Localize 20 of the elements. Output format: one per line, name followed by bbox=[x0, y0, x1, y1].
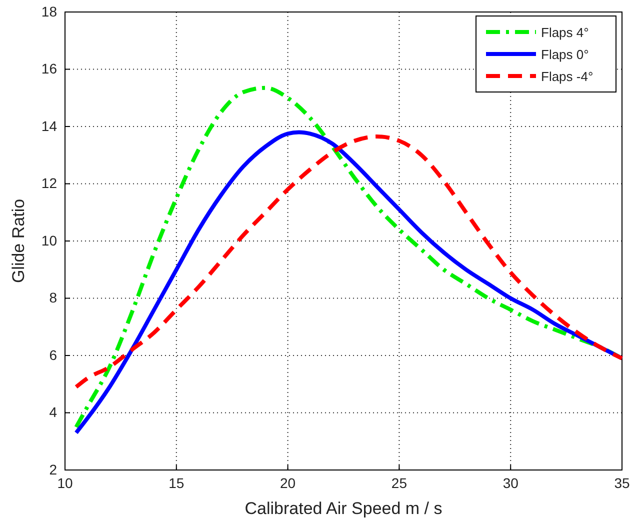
line-series bbox=[74, 134, 624, 389]
legend-label: Flaps 4° bbox=[541, 25, 589, 40]
y-tick-label: 6 bbox=[49, 346, 58, 363]
x-tick-label: 15 bbox=[168, 474, 184, 491]
y-axis-title: Glide Ratio bbox=[9, 198, 28, 284]
x-tick-label: 20 bbox=[280, 474, 296, 491]
y-tick-label: 10 bbox=[41, 232, 58, 248]
y-tick-label: 12 bbox=[41, 175, 58, 192]
y-tick-label: 8 bbox=[49, 290, 58, 306]
x-tick-label: 30 bbox=[502, 474, 519, 491]
x-tick-label: 35 bbox=[614, 474, 630, 491]
y-tick-label: 2 bbox=[49, 461, 58, 478]
y-tick-label: 16 bbox=[41, 60, 58, 77]
x-axis-title: Calibrated Air Speed m / s bbox=[244, 499, 442, 518]
legend-label: Flaps 0° bbox=[541, 47, 589, 62]
y-tick-label: 4 bbox=[49, 404, 58, 420]
legend-label: Flaps -4° bbox=[541, 69, 594, 84]
x-tick-label: 25 bbox=[391, 474, 408, 491]
y-tick-label: 14 bbox=[41, 118, 58, 134]
y-tick-label: 18 bbox=[41, 3, 58, 20]
